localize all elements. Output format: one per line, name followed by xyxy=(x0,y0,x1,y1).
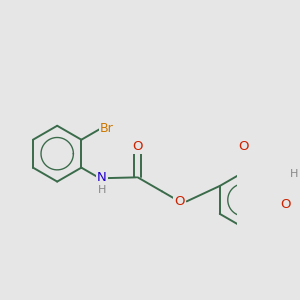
Text: O: O xyxy=(174,195,184,208)
Text: N: N xyxy=(97,171,106,184)
Text: H: H xyxy=(290,169,298,179)
Text: O: O xyxy=(280,198,291,211)
Text: O: O xyxy=(239,140,249,152)
Text: O: O xyxy=(133,140,143,153)
Text: Br: Br xyxy=(100,122,113,135)
Text: H: H xyxy=(98,185,106,195)
